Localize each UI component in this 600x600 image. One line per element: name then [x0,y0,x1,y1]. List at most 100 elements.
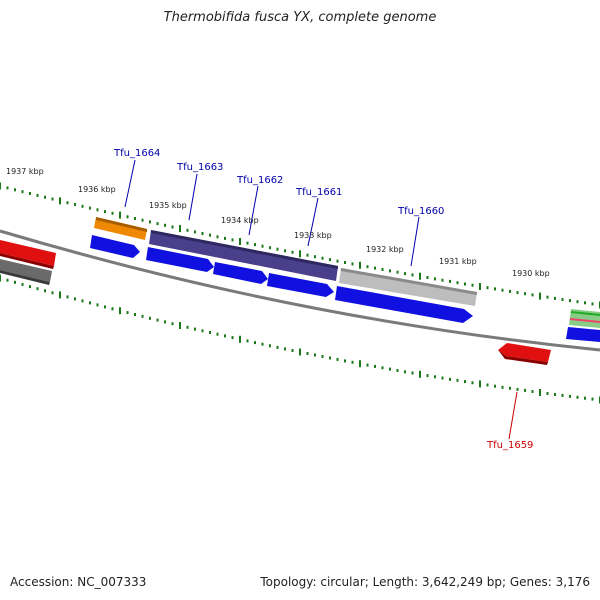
minor-tick [524,388,526,392]
feature-red-left-shade [0,253,54,269]
cds-right-edge[interactable] [566,327,600,342]
accession-text: Accession: NC_007333 [10,575,147,589]
cds-tfu1664[interactable] [90,235,140,258]
cds-tfu1661[interactable] [267,273,334,297]
minor-tick [321,256,324,260]
kbp-label-1931: 1931 kbp [439,257,477,266]
minor-tick [81,299,84,303]
feature-orange-tfu1664-top [96,217,147,232]
major-tick [119,211,121,219]
gene-label-tfu1659[interactable]: Tfu_1659 [486,440,533,451]
minor-tick [111,307,114,311]
feature-purple-block[interactable] [149,230,338,281]
feature-stripe-red [569,318,600,323]
major-tick [359,261,361,269]
minor-tick [231,336,234,340]
feature-orange-tfu1664[interactable] [94,217,147,240]
cds-tfu1662[interactable] [213,262,268,284]
minor-tick [591,397,594,401]
genome-summary-text: Topology: circular; Length: 3,642,249 bp… [260,575,590,589]
gene-label-tfu1661[interactable]: Tfu_1661 [295,187,342,198]
leader-tfu1660 [410,216,420,267]
minor-tick [396,270,399,274]
feature-dark-grey-left[interactable] [0,259,52,282]
minor-tick [216,332,219,336]
minor-tick [149,316,151,320]
minor-tick [554,296,556,300]
minor-tick [291,349,294,352]
minor-tick [96,303,99,307]
minor-tick [96,208,99,212]
minor-tick [389,269,391,273]
kbp-label-1935: 1935 kbp [149,201,187,210]
minor-tick [374,266,376,270]
major-tick [539,292,541,300]
minor-tick [291,250,294,254]
minor-tick [246,339,249,343]
minor-tick [486,286,489,290]
major-tick [179,322,181,329]
feature-red-left[interactable] [0,240,56,266]
gene-label-tfu1660[interactable]: Tfu_1660 [397,206,444,217]
cds-tfu1663[interactable] [146,247,214,272]
minor-tick [344,359,346,363]
minor-tick [471,283,474,287]
minor-tick [66,295,69,299]
minor-tick [449,279,451,283]
minor-tick [261,342,264,346]
minor-tick [576,395,579,399]
minor-tick [111,211,114,215]
gene-label-tfu1662[interactable]: Tfu_1662 [236,175,283,186]
minor-tick [254,341,256,345]
minor-tick [501,385,504,389]
minor-tick [336,259,339,263]
minor-tick [44,289,46,293]
feature-grey-tfu1660[interactable] [339,268,477,306]
minor-tick [426,374,429,378]
major-tick [479,380,481,388]
major-tick [419,272,421,280]
major-tick [359,360,361,368]
major-tick [179,225,181,233]
major-tick [119,307,121,315]
feature-purple-block-top [151,230,338,269]
minor-tick [134,313,136,316]
minor-tick [66,201,69,205]
minor-tick [321,355,324,358]
feature-dark-grey-left-shade [0,270,50,285]
minor-tick [21,190,24,194]
minor-tick [89,301,91,305]
minor-tick [464,282,466,286]
minor-tick [546,295,549,299]
minor-tick [569,394,571,398]
minor-tick [381,268,384,271]
minor-tick [209,331,211,334]
minor-tick [404,272,406,276]
gene-label-tfu1664[interactable]: Tfu_1664 [113,148,160,159]
minor-tick [494,384,496,388]
minor-tick [516,291,519,295]
minor-tick [134,217,136,220]
minor-tick [276,345,279,349]
minor-tick [524,292,526,296]
map-title: Thermobifida fusca YX, complete genome [163,10,437,25]
minor-tick [216,235,219,239]
minor-tick [531,293,534,297]
minor-tick [224,236,226,240]
minor-tick [171,322,174,326]
gene-label-tfu1663[interactable]: Tfu_1663 [176,162,223,173]
minor-tick [164,320,166,324]
minor-tick [351,262,354,266]
major-tick [419,370,421,378]
kbp-label-1933: 1933 kbp [294,231,332,240]
minor-tick [224,334,226,338]
leader-tfu1659 [508,391,518,440]
cds-tfu1660[interactable] [335,286,473,323]
minor-tick [194,230,196,234]
feature-red-tfu1659-shade [498,350,548,365]
feature-red-tfu1659[interactable] [498,343,551,362]
minor-tick [36,193,39,197]
minor-tick [591,302,594,306]
minor-tick [276,247,279,251]
leader-tfu1664 [124,159,136,208]
